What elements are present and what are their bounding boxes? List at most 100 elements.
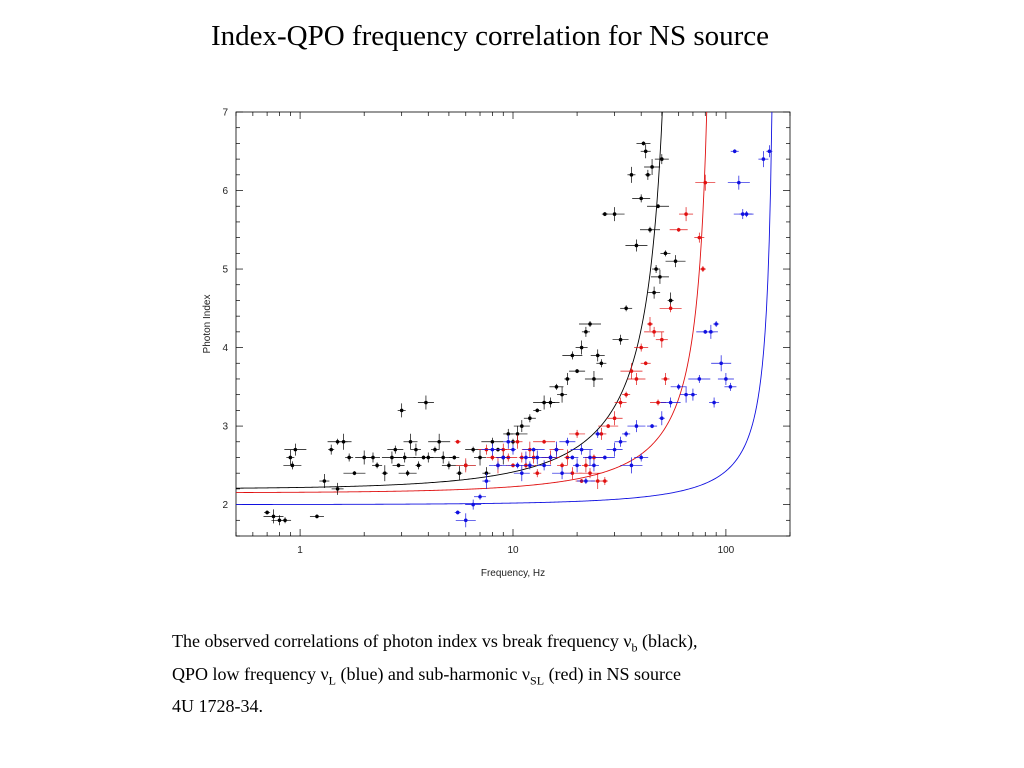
- y-tick-label: 5: [222, 265, 228, 276]
- point-marker: [656, 400, 660, 405]
- data-point: [392, 463, 405, 468]
- data-point: [717, 372, 734, 385]
- point-marker: [570, 471, 575, 475]
- data-point: [533, 408, 542, 413]
- point-marker: [603, 479, 607, 483]
- data-point: [393, 452, 416, 463]
- data-point: [713, 321, 720, 327]
- figure-caption: The observed correlations of photon inde…: [172, 628, 872, 719]
- data-point: [482, 473, 491, 490]
- data-point: [537, 460, 552, 471]
- data-point: [559, 437, 576, 446]
- point-marker: [663, 377, 668, 381]
- point-marker: [490, 455, 495, 460]
- slide-title: Index-QPO frequency correlation for NS s…: [210, 20, 770, 52]
- point-marker: [634, 424, 639, 428]
- point-marker: [584, 479, 588, 483]
- data-point: [727, 175, 750, 190]
- data-point: [590, 349, 605, 362]
- point-marker: [322, 479, 327, 483]
- data-point: [620, 363, 643, 380]
- point-marker: [575, 432, 579, 436]
- fit-curve-1: [236, 112, 708, 493]
- point-marker: [634, 243, 639, 248]
- point-marker: [293, 447, 298, 452]
- point-marker: [416, 463, 421, 468]
- point-marker: [588, 471, 592, 475]
- data-point: [428, 433, 451, 450]
- x-axis-label: Frequency, Hz: [481, 568, 545, 579]
- data-point: [730, 149, 739, 154]
- data-point: [481, 443, 504, 456]
- point-marker: [660, 157, 664, 161]
- data-point: [584, 370, 603, 387]
- point-marker: [744, 212, 749, 216]
- point-marker: [352, 471, 357, 475]
- point-marker: [697, 377, 702, 381]
- point-marker: [668, 400, 673, 405]
- data-point: [284, 443, 307, 456]
- point-marker: [548, 400, 553, 405]
- point-marker: [575, 463, 579, 468]
- point-marker: [660, 337, 664, 342]
- data-point: [709, 397, 720, 408]
- point-marker: [520, 424, 524, 428]
- data-point: [454, 439, 461, 444]
- data-point: [594, 429, 601, 438]
- data-point: [503, 434, 514, 449]
- point-marker: [624, 392, 628, 397]
- point-marker: [271, 514, 276, 519]
- data-point: [634, 453, 649, 462]
- point-marker: [656, 204, 660, 209]
- data-point: [566, 455, 579, 460]
- point-marker: [650, 424, 654, 428]
- point-marker: [570, 455, 575, 460]
- data-point: [513, 465, 530, 482]
- point-marker: [618, 400, 623, 405]
- point-marker: [639, 455, 643, 460]
- data-point: [365, 452, 380, 463]
- point-marker: [524, 455, 528, 460]
- point-marker: [478, 494, 482, 499]
- point-marker: [560, 392, 564, 397]
- data-point: [309, 514, 324, 519]
- data-point: [644, 158, 661, 175]
- data-point: [410, 443, 421, 456]
- nu-b-symbol: ν: [623, 631, 632, 651]
- data-point: [434, 451, 453, 464]
- caption-text-6: 4U 1728-34.: [172, 696, 263, 717]
- data-point: [654, 154, 669, 165]
- fit-curves: [236, 112, 773, 505]
- point-marker: [424, 400, 428, 405]
- fit-curve-2: [236, 112, 773, 505]
- data-point: [640, 144, 651, 159]
- data-point: [415, 461, 422, 470]
- point-marker: [579, 447, 584, 452]
- data-point: [569, 429, 586, 438]
- point-marker: [515, 463, 520, 468]
- data-point: [570, 444, 593, 455]
- point-marker: [396, 463, 401, 468]
- data-point: [575, 340, 588, 355]
- point-marker: [506, 439, 511, 444]
- point-marker: [575, 369, 579, 373]
- data-point: [601, 477, 608, 486]
- point-marker: [658, 275, 662, 279]
- fit-curve-0: [236, 112, 663, 489]
- data-points: [263, 141, 773, 528]
- data-point: [598, 424, 619, 429]
- y-axis-label: Photon Index: [202, 295, 213, 354]
- point-marker: [414, 447, 418, 452]
- series-0: [263, 141, 686, 526]
- point-marker: [457, 471, 462, 475]
- point-marker: [463, 463, 468, 468]
- data-point: [703, 324, 718, 339]
- data-point: [533, 439, 556, 444]
- data-point: [627, 420, 646, 433]
- data-point: [328, 444, 335, 455]
- point-marker: [612, 416, 617, 421]
- data-point: [481, 437, 504, 446]
- point-marker: [565, 377, 570, 381]
- data-point: [549, 383, 564, 390]
- point-marker: [528, 463, 532, 468]
